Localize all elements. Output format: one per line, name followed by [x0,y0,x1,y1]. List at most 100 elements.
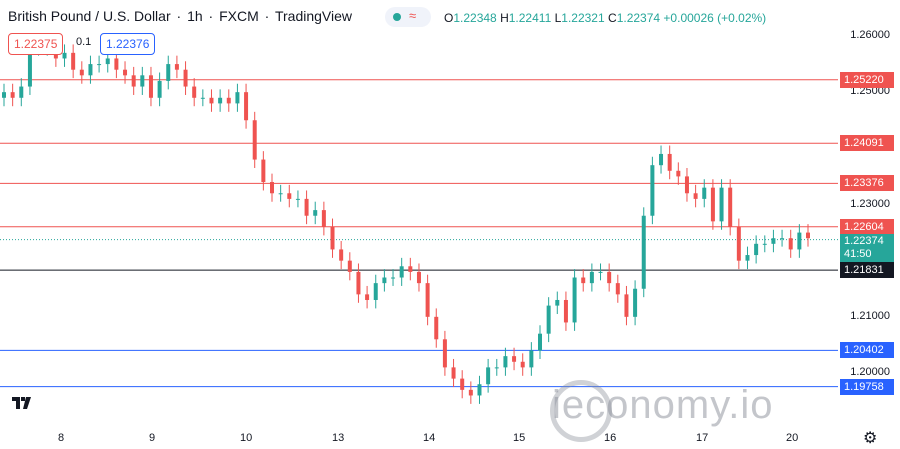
market-open-icon [393,13,401,21]
interval-label[interactable]: 1h [187,8,203,24]
candle-body [27,47,32,87]
candle-body [719,187,724,222]
candle-body [174,64,179,70]
candle-body [347,260,352,272]
source-label: TradingView [274,8,353,24]
candle-body [148,75,153,98]
candle-body [503,356,508,368]
candle-body [373,283,378,300]
candle-body [486,367,491,385]
time-axis-tick: 16 [604,432,617,444]
candle-body [270,182,274,194]
candle-body [330,226,335,250]
separator: · [208,8,214,24]
candle-body [200,97,205,99]
tradingview-logo-icon[interactable] [10,393,38,413]
level-badge: 1.24091 [840,135,894,152]
candle-body [468,389,473,396]
candle-body [736,226,741,261]
candle-body [356,271,361,295]
candle-body [702,187,707,199]
candle-body [546,305,551,334]
candle-body [313,210,318,216]
candle-body [192,86,197,98]
market-status-toggle[interactable]: ≈ [385,7,431,27]
symbol-name[interactable]: British Pound / U.S. Dollar [8,8,171,24]
price-axis-tick: 1.25000 [850,85,890,98]
candle-body [442,339,447,368]
candle-body [19,86,24,98]
candle-body [339,249,344,261]
bar-countdown: 41:50 [844,248,872,260]
current-price: 1.22374 [844,235,884,247]
time-axis-tick: 9 [149,432,156,444]
candle-body [278,193,283,195]
close-value: 1.22374 [616,11,661,25]
candle-body [529,350,534,368]
candle-body [391,277,396,279]
candle-body [97,64,102,66]
candle-body [607,271,612,284]
candle-body [555,299,560,306]
candle-body [2,92,6,98]
candle-body [633,288,638,317]
candle-body [451,367,456,379]
candle-body [641,215,646,289]
time-axis-tick: 20 [786,432,799,444]
candle-body [304,198,309,216]
spread-value: 0.1 [76,36,92,48]
level-badge: 1.21831 [840,262,894,279]
candle-body [667,153,672,171]
level-badge: 1.23376 [840,175,894,192]
candle-body [520,361,525,368]
low-label: L [554,11,562,25]
candle-body [728,187,733,227]
candle-body [252,120,257,160]
candle-body [797,232,802,250]
buy-button[interactable]: 1.22376 [100,33,156,55]
time-axis-tick: 13 [332,432,345,444]
watermark-logo-icon [550,380,612,442]
current-price-badge: 1.22374 41:50 [840,234,894,262]
level-badge: 1.22604 [840,218,894,235]
watermark-text: ieconomy.io [552,383,774,427]
price-axis-tick: 1.20000 [850,366,890,378]
candle-body [512,356,517,362]
candle-body [806,232,810,239]
candle-body [460,378,465,390]
time-axis-tick: 14 [423,432,436,444]
time-axis-tick: 10 [240,432,253,444]
separator: · [264,8,270,24]
sell-button[interactable]: 1.22375 [8,33,64,55]
separator: · [176,8,182,24]
price-axis-tick: 1.23000 [850,197,890,210]
low-value: 1.22321 [561,11,605,25]
candle-body [563,299,568,323]
candle-body [581,277,586,284]
candle-body [477,384,482,396]
candle-body [287,193,292,199]
candle-body [572,277,577,323]
level-badge: 1.25220 [840,71,894,88]
candle-body [244,92,249,121]
candle-body [157,80,162,98]
candle-body [788,238,793,250]
candle-body [676,170,681,177]
candle-body [754,243,759,256]
candle-body [659,153,664,166]
candle-body [408,266,413,272]
candle-body [365,294,370,300]
exchange-label: FXCM [219,8,259,24]
candle-body [710,187,715,222]
candle-body [261,159,266,183]
candle-body [131,75,136,87]
candle-body [183,69,188,87]
candle-body [745,255,750,261]
candle-body [771,238,776,244]
gear-icon[interactable]: ⚙ [863,430,878,447]
close-label: C [608,11,617,25]
candle-body [123,69,128,76]
candle-body [209,97,214,104]
